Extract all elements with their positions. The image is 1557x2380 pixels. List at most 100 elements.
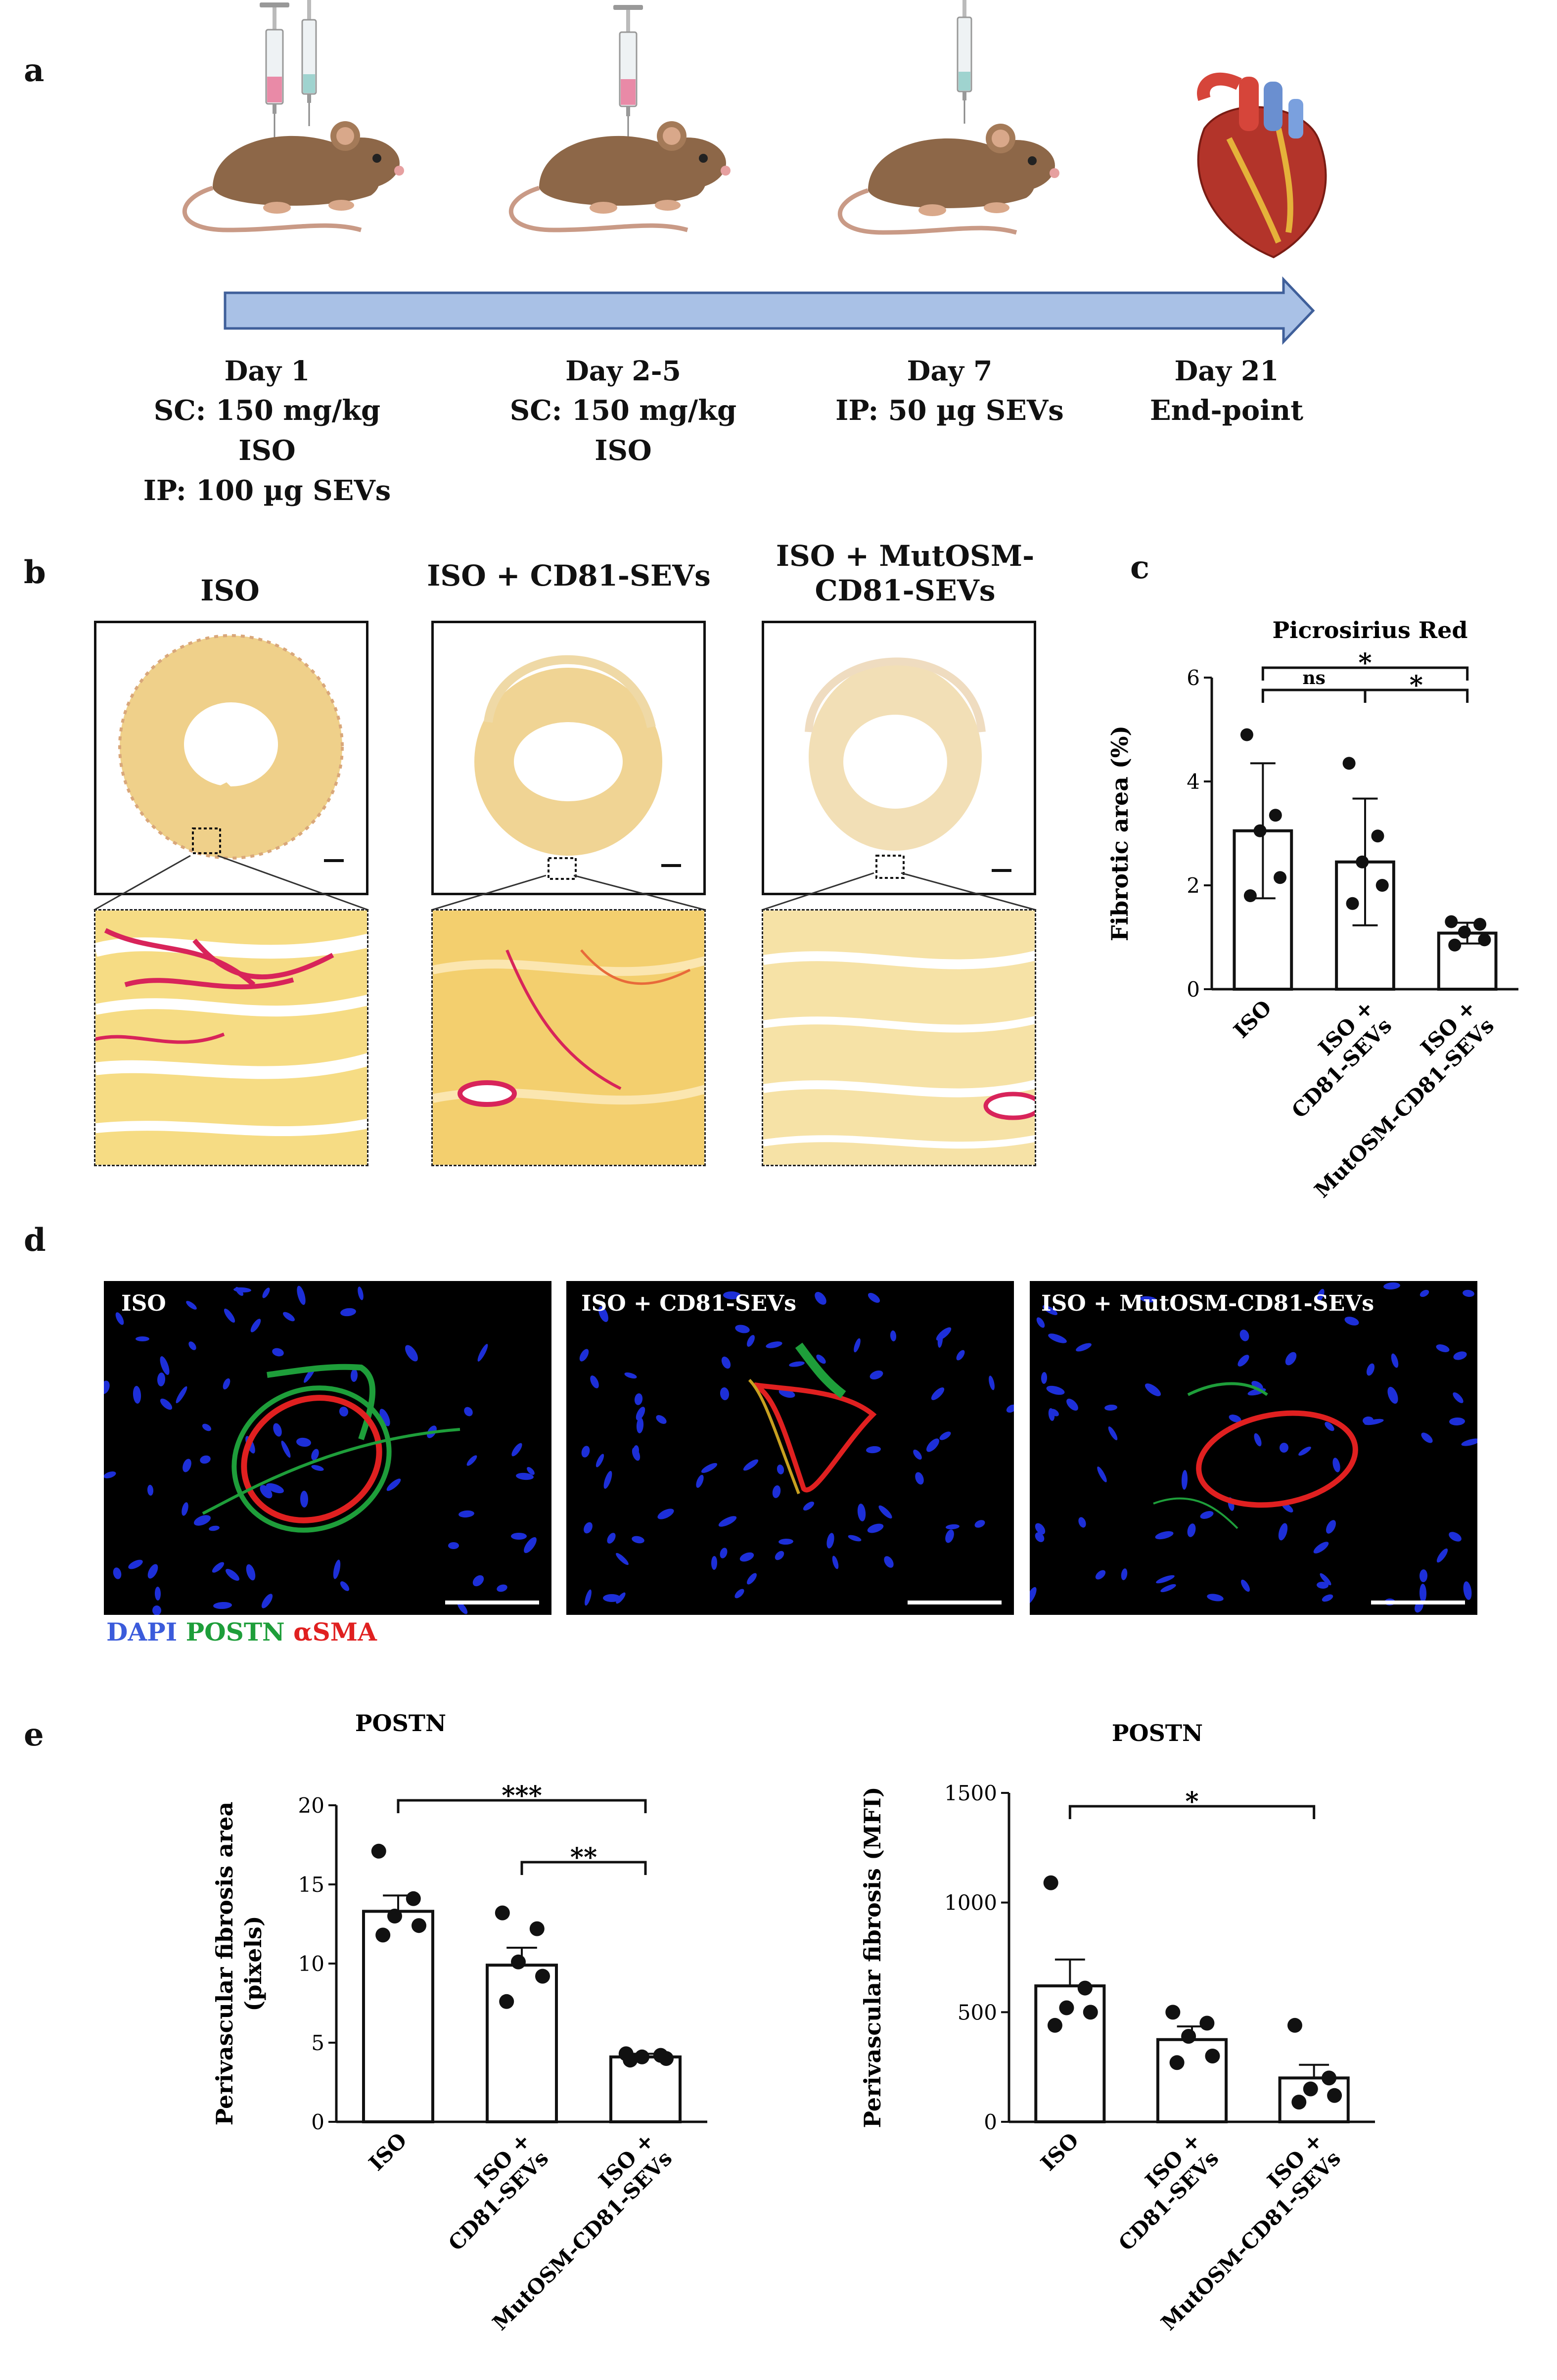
nucleus: [766, 1341, 782, 1348]
nucleus: [603, 1594, 621, 1602]
data-point: [1043, 1875, 1058, 1890]
chart-title: POSTN: [1112, 1720, 1203, 1746]
syringe-icon: [612, 4, 644, 142]
nucleus: [136, 1336, 149, 1341]
nucleus: [926, 1438, 939, 1452]
category-label: ISO: [364, 2128, 412, 2175]
nucleus: [296, 1437, 311, 1447]
syringe-icon: [301, 0, 317, 127]
category-label: ISO: [1036, 2128, 1084, 2175]
nucleus: [1229, 1415, 1241, 1422]
nucleus: [720, 1387, 730, 1400]
nucleus: [866, 1446, 881, 1454]
nucleus: [1366, 1363, 1375, 1376]
nucleus: [1278, 1523, 1288, 1541]
nucleus: [176, 1386, 187, 1404]
data-point: [1169, 2055, 1185, 2070]
nucleus: [848, 1535, 862, 1542]
data-point: [387, 1909, 402, 1923]
data-point: [499, 1994, 514, 2009]
nucleus: [260, 1485, 273, 1499]
nucleus: [1200, 1511, 1214, 1519]
nucleus: [511, 1443, 522, 1457]
legend-dapi: DAPI: [106, 1617, 178, 1647]
nucleus: [477, 1344, 488, 1362]
nucleus: [1035, 1523, 1046, 1535]
nucleus: [261, 1594, 273, 1608]
timepoint-day1: Day 1 SC: 150 mg/kg ISO IP: 100 µg SEVs: [143, 355, 391, 507]
nucleus: [1241, 1579, 1250, 1592]
data-point: [1199, 2015, 1215, 2031]
nucleus: [1419, 1569, 1428, 1582]
image-label-iso: ISO: [121, 1291, 166, 1316]
legend-asma: αSMA: [293, 1617, 377, 1647]
nucleus: [734, 1589, 744, 1599]
data-point: [1047, 2017, 1062, 2033]
y-axis-label: Perivascular fibrosis (MFI): [859, 1786, 886, 2128]
nucleus: [1419, 1584, 1427, 1602]
nucleus: [815, 1292, 826, 1305]
image-label-mutosm: ISO + MutOSM-CD81-SEVs: [1041, 1291, 1374, 1316]
data-point: [1253, 824, 1267, 837]
nucleus: [868, 1293, 880, 1303]
significance-bracket: [1364, 688, 1469, 703]
mouse-icon: [184, 121, 404, 230]
data-point: [495, 1905, 510, 1921]
nucleus: [1298, 1446, 1311, 1456]
nucleus: [1436, 1344, 1450, 1352]
nucleus: [884, 1556, 894, 1568]
nucleus: [624, 1372, 637, 1379]
nucleus: [223, 1378, 230, 1390]
nucleus: [634, 1393, 643, 1405]
nucleus: [379, 1409, 390, 1426]
nucleus: [1121, 1568, 1128, 1580]
category-label: ISO: [1229, 995, 1277, 1043]
nucleus: [104, 1380, 110, 1394]
nucleus: [816, 1354, 826, 1364]
nucleus: [832, 1556, 839, 1569]
nucleus: [300, 1491, 309, 1508]
panel-c-label: c: [1130, 549, 1149, 586]
data-point: [535, 1968, 550, 1984]
nucleus: [235, 1286, 244, 1296]
nucleus: [1041, 1372, 1048, 1384]
nucleus: [147, 1564, 158, 1579]
nucleus: [1463, 1289, 1474, 1297]
nucleus: [803, 1501, 815, 1511]
nucleus: [340, 1581, 350, 1591]
nucleus: [333, 1559, 341, 1579]
nucleus: [1317, 1581, 1328, 1589]
nucleus: [1187, 1523, 1196, 1537]
nucleus: [1140, 1296, 1157, 1303]
group-title-mutosm: ISO + MutOSM- CD81-SEVs: [776, 539, 1035, 607]
panel-a-illustration: [0, 0, 1327, 345]
nucleus: [1325, 1421, 1334, 1431]
y-tick-label: 10: [298, 1952, 324, 1976]
nucleus: [1108, 1426, 1118, 1440]
nucleus: [1078, 1517, 1086, 1528]
significance-label: ***: [502, 1781, 542, 1811]
y-tick-label: 15: [298, 1873, 324, 1897]
nucleus: [1285, 1352, 1297, 1366]
data-point: [1478, 933, 1491, 947]
significance-bracket: [1068, 1805, 1316, 1819]
image-label-cd81: ISO + CD81-SEVs: [581, 1291, 797, 1316]
nucleus: [246, 1564, 256, 1581]
fluorescence-image-iso: [104, 1281, 551, 1615]
nucleus: [311, 1449, 319, 1461]
data-point: [1303, 2081, 1318, 2097]
nucleus: [358, 1286, 364, 1300]
nucleus: [386, 1478, 401, 1491]
nucleus: [283, 1312, 295, 1322]
nucleus: [1095, 1570, 1106, 1580]
nucleus: [464, 1407, 473, 1417]
nucleus: [224, 1308, 235, 1323]
significance-label: *: [1410, 670, 1423, 700]
nucleus: [854, 1338, 861, 1353]
nucleus: [1097, 1466, 1107, 1482]
zoom-connectors: [93, 855, 1037, 911]
nucleus: [931, 1387, 945, 1400]
nucleus: [777, 1465, 784, 1474]
nucleus: [632, 1536, 644, 1544]
nucleus: [598, 1306, 608, 1322]
